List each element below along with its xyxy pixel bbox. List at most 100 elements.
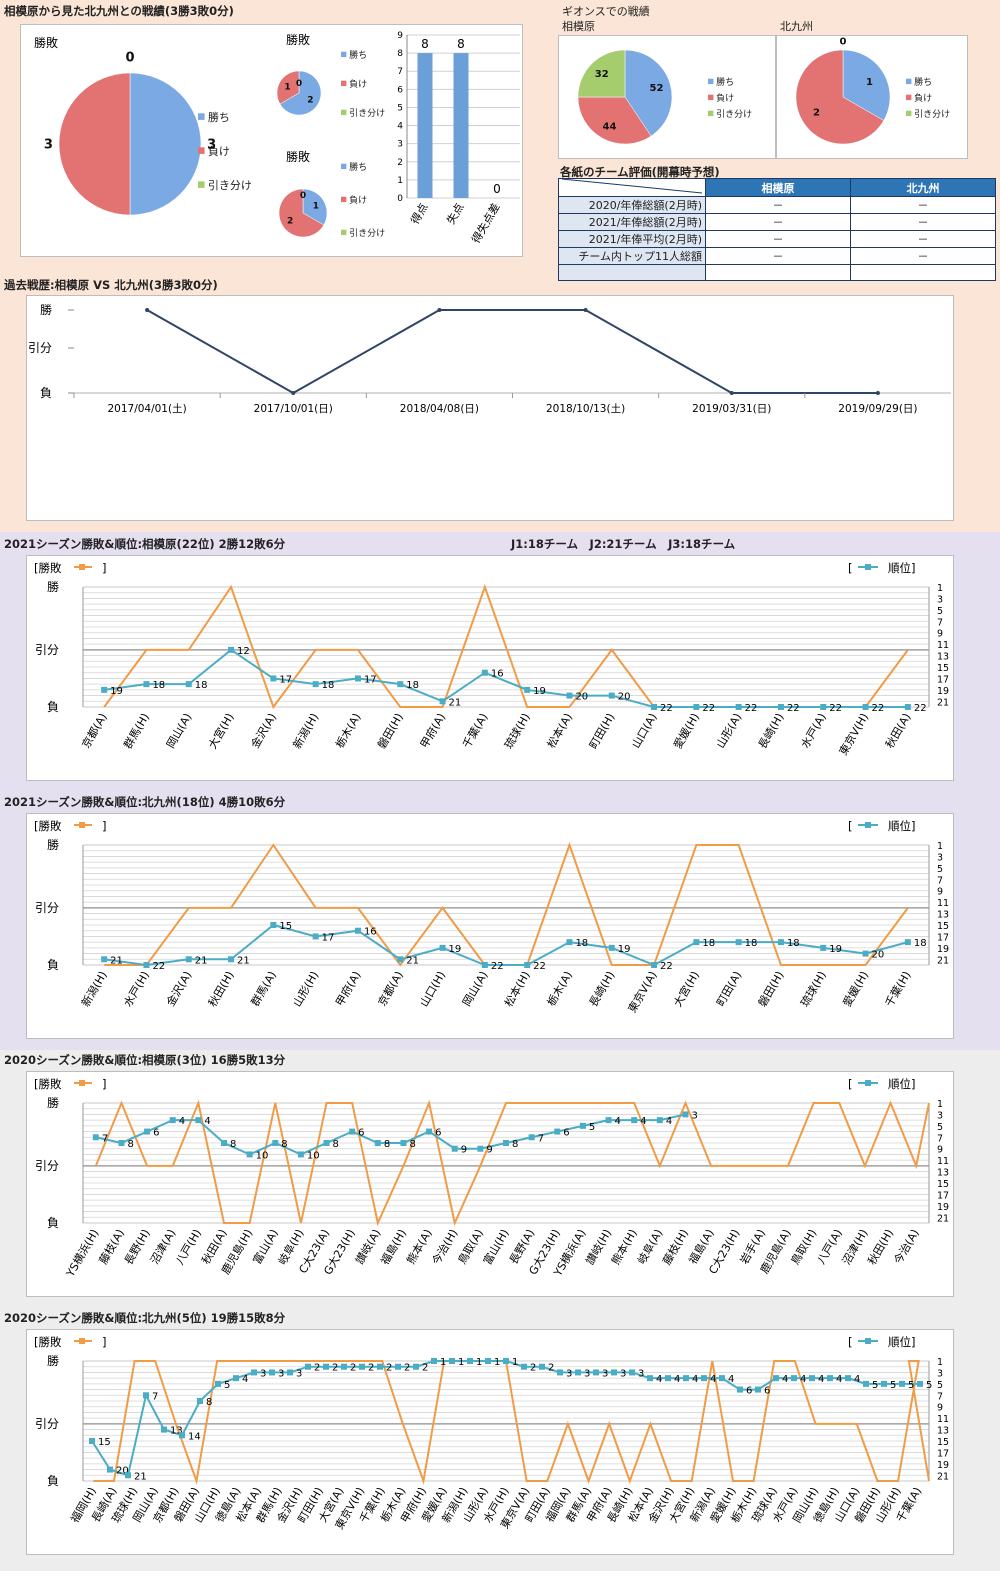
- rank-data-label: 6: [435, 1128, 441, 1139]
- x-tick-label: 水戸(H): [121, 969, 152, 1009]
- bar-chart-goals: 0 1 2 3 4 5 6 7 8 9 8 得点 8 失点 0 得失点差: [397, 31, 520, 246]
- rank-marker: [521, 1363, 527, 1370]
- pie-value-label: 1: [313, 202, 319, 212]
- rank-data-label: 2: [404, 1363, 410, 1374]
- rank-data-label: 13: [170, 1426, 183, 1437]
- x-tick-label: 今治(A): [891, 1227, 922, 1267]
- eval-row-label: 2021/年俸総額(2月時): [558, 213, 706, 231]
- rank-marker: [477, 1145, 484, 1152]
- rank-data-label: 3: [566, 1368, 572, 1379]
- x-tick-label: 甲府(A): [417, 711, 448, 751]
- legend-teal-marker: [865, 564, 871, 570]
- rank-marker: [449, 1358, 455, 1364]
- rank-data-label: 12: [237, 646, 250, 657]
- rank-marker: [251, 1369, 257, 1376]
- x-tick-label: 琉球(H): [797, 969, 829, 1010]
- rank-data-label: 7: [102, 1133, 108, 1144]
- pie-slice: [279, 70, 322, 116]
- rank-marker: [528, 1134, 535, 1141]
- rank-data-label: 17: [322, 932, 335, 943]
- rank-tick-label: 7: [937, 1133, 943, 1144]
- legend-bracket: ]: [102, 561, 107, 575]
- history-point: [729, 391, 734, 395]
- eval-col-1: 相模原: [705, 178, 851, 197]
- rank-marker: [656, 1117, 663, 1124]
- y-label: 引分: [35, 1417, 59, 1431]
- eval-cell: －: [705, 213, 851, 231]
- rank-data-label: 5: [872, 1380, 878, 1391]
- rank-marker: [426, 1128, 433, 1135]
- rank-data-label: 22: [745, 703, 758, 714]
- rank-tick-label: 13: [937, 1168, 949, 1179]
- rank-marker: [651, 962, 658, 968]
- rank-tick-label: 15: [937, 1437, 949, 1448]
- rank-data-label: 22: [152, 961, 165, 972]
- rank-data-label: 4: [615, 1116, 621, 1127]
- rank-data-label: 15: [98, 1437, 111, 1448]
- rank-tick-label: 17: [937, 1190, 949, 1201]
- x-tick-label: 失点: [444, 201, 466, 227]
- rank-marker: [270, 922, 277, 928]
- rank-data-label: 2: [386, 1363, 392, 1374]
- x-tick-label: 秋田(A): [882, 711, 913, 751]
- y-label: 勝: [47, 1353, 59, 1368]
- rank-marker: [354, 927, 361, 934]
- y-label: 勝: [47, 579, 59, 594]
- rank-marker: [524, 686, 531, 693]
- x-tick-label: 2018/10/13(土): [546, 402, 625, 415]
- legend-label: 引き分け: [208, 178, 252, 192]
- rank-data-label: 22: [660, 961, 673, 972]
- rank-data-label: 9: [486, 1145, 492, 1156]
- rank-data-label: 10: [307, 1150, 320, 1161]
- rank-marker: [827, 1375, 833, 1382]
- x-tick-label: 山口(A): [629, 711, 659, 751]
- x-tick-label: 琉球(H): [501, 711, 533, 752]
- rank-tick-label: 5: [937, 864, 943, 875]
- eval-row-label: [558, 264, 706, 281]
- x-tick-label: 長崎(H): [755, 711, 787, 752]
- legend-label: 負け: [349, 78, 367, 90]
- x-tick-label: 山口(H): [417, 969, 448, 1009]
- rank-marker: [735, 704, 742, 710]
- rank-marker: [693, 939, 700, 946]
- rank-data-label: 3: [638, 1368, 644, 1379]
- y-label: 勝: [47, 1095, 59, 1110]
- rank-data-label: 4: [800, 1374, 806, 1385]
- legend-label: 勝ち: [914, 76, 932, 88]
- pie-slice: [129, 72, 202, 216]
- legend-swatch: [906, 94, 912, 101]
- rank-marker: [557, 1369, 563, 1376]
- legend-label: 負け: [349, 194, 367, 206]
- legend-label: 負け: [208, 145, 230, 158]
- rank-data-label: 2: [530, 1363, 536, 1374]
- rank-tick-label: 15: [937, 1179, 949, 1190]
- rank-marker: [862, 950, 869, 957]
- rank-marker: [143, 681, 150, 688]
- legend-swatch: [341, 196, 347, 203]
- x-tick-label: YS横浜(H): [63, 1227, 102, 1280]
- rank-marker: [169, 1117, 176, 1124]
- pie-slice: [276, 70, 300, 105]
- eval-col-2: 北九州: [850, 178, 996, 197]
- pie-title: 勝敗: [286, 32, 310, 47]
- x-tick-label: 町田(H): [587, 711, 618, 751]
- rank-marker: [665, 1375, 671, 1382]
- rank-tick-label: 3: [937, 594, 943, 605]
- y-label: 負: [47, 958, 59, 972]
- rank-marker: [246, 1151, 253, 1158]
- bar: [417, 53, 433, 198]
- legend-right-label: 順位]: [888, 1077, 916, 1091]
- rank-data-label: 20: [575, 692, 588, 703]
- x-tick-label: 新潟(H): [290, 711, 322, 752]
- rank-data-label: 21: [406, 955, 419, 966]
- rank-marker: [107, 1466, 113, 1473]
- rank-data-label: 4: [782, 1374, 788, 1385]
- y-label: 引分: [28, 341, 52, 355]
- rank-line: [104, 923, 909, 967]
- x-tick-label: 2019/09/29(日): [838, 403, 917, 415]
- legend-orange-marker: [79, 822, 85, 828]
- rank-marker: [647, 1375, 653, 1382]
